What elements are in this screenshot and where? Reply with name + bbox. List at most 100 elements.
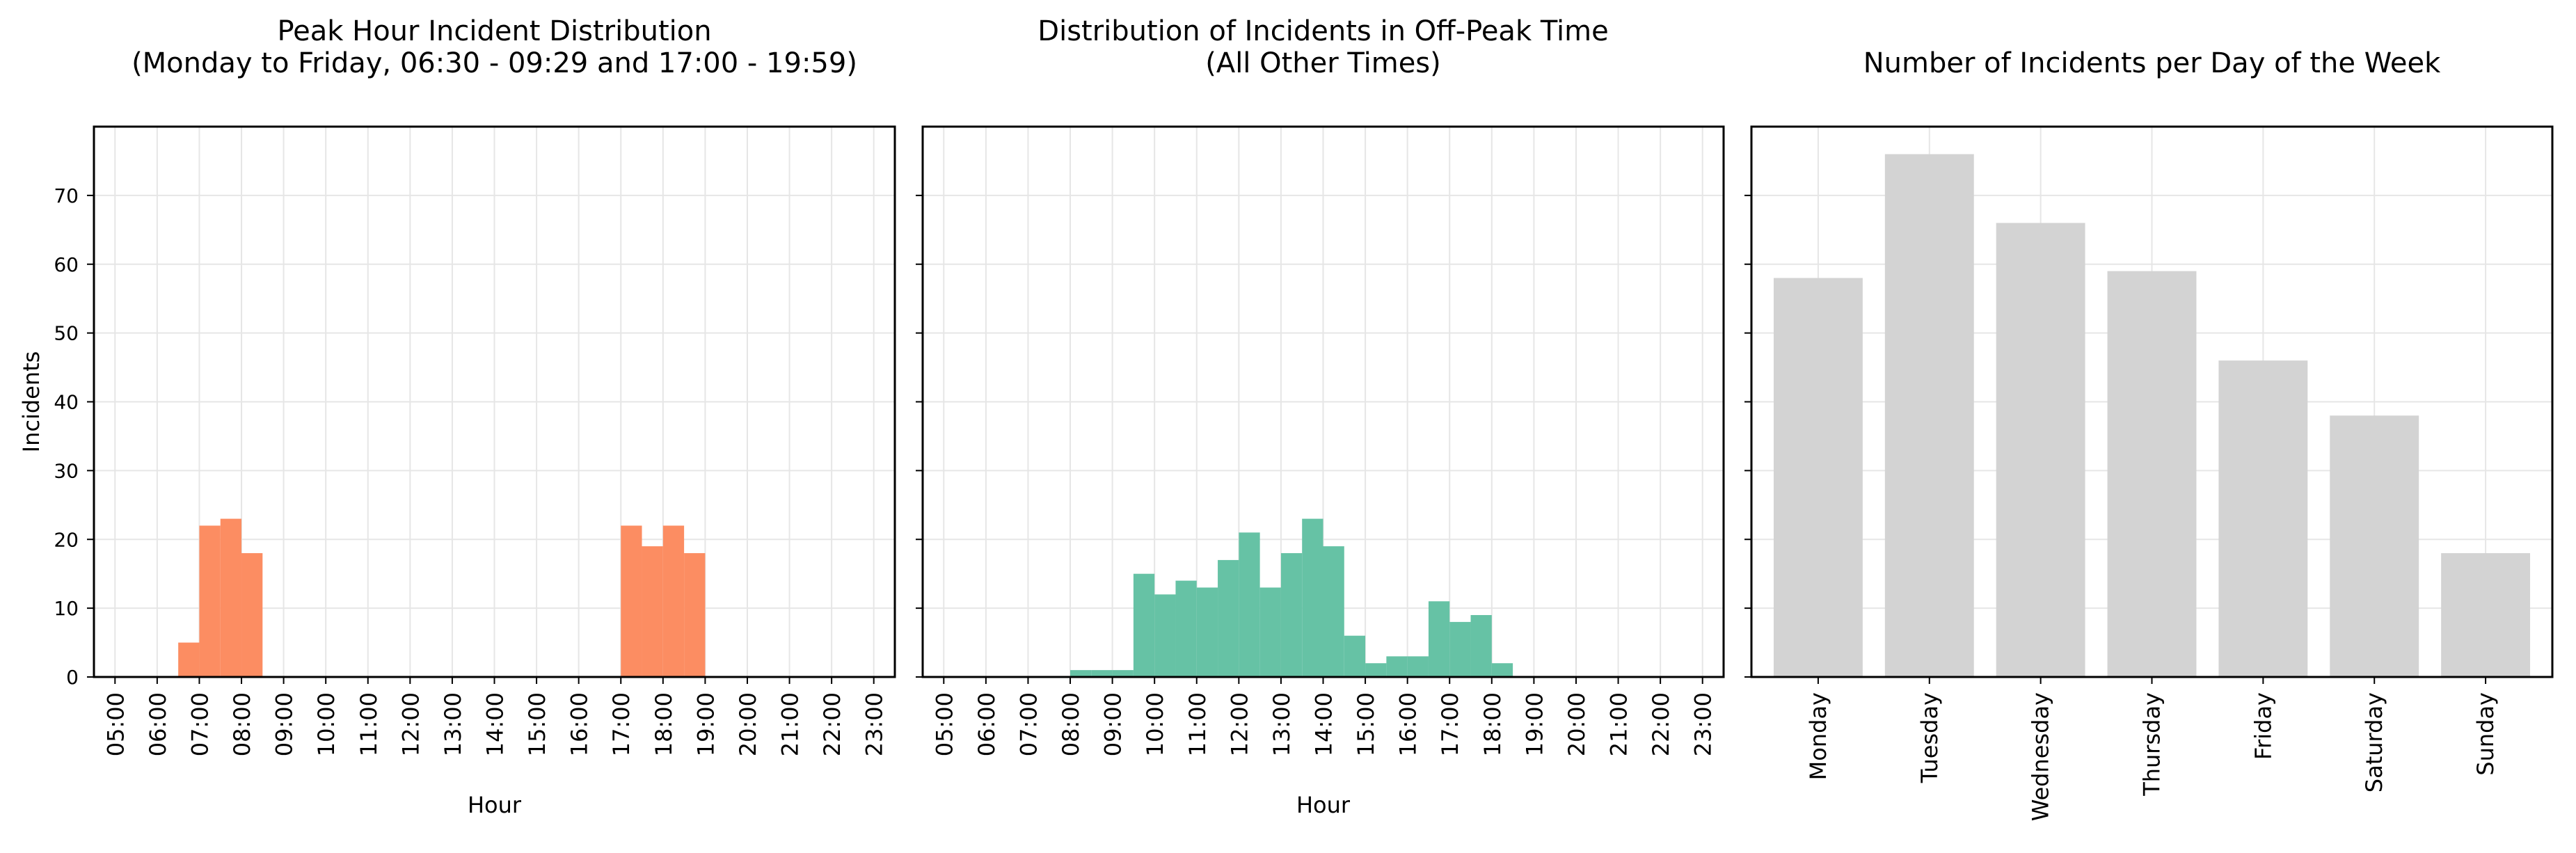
histogram-bar [1091, 670, 1113, 677]
y-tick-label: 10 [54, 597, 79, 620]
y-tick-label: 20 [54, 528, 79, 551]
x-axis-label: Hour [468, 792, 522, 818]
x-tick-label: 19:00 [692, 692, 719, 756]
histogram-bar [684, 553, 706, 677]
histogram-bar [1259, 587, 1281, 677]
x-tick-label: 23:00 [1690, 692, 1717, 756]
x-tick-label: 13:00 [440, 692, 466, 756]
bar-monday [1773, 278, 1863, 677]
x-tick-label: Saturday [2361, 692, 2387, 792]
histogram-bar [1280, 553, 1303, 677]
histogram-bar [1428, 601, 1450, 677]
bar-wednesday [1996, 223, 2085, 677]
y-tick-label: 0 [66, 666, 79, 689]
chart-title-line: (Monday to Friday, 06:30 - 09:29 and 17:… [132, 47, 857, 79]
x-tick-label: 07:00 [186, 692, 213, 756]
x-tick-label: 05:00 [931, 692, 957, 756]
x-tick-label: 17:00 [608, 692, 635, 756]
histogram-bar [199, 525, 221, 677]
histogram-bar [662, 525, 685, 677]
x-tick-label: 11:00 [1184, 692, 1211, 756]
histogram-bar [1175, 580, 1197, 677]
y-tick-label: 30 [54, 459, 79, 482]
histogram-bar [1491, 663, 1513, 677]
x-tick-label: 22:00 [819, 692, 845, 756]
x-tick-label: 08:00 [1058, 692, 1084, 756]
y-tick-label: 60 [54, 253, 79, 276]
x-tick-label: 16:00 [1395, 692, 1422, 756]
histogram-bar [1070, 670, 1092, 677]
x-tick-label: Monday [1805, 692, 1831, 780]
histogram-bar [1302, 518, 1323, 677]
x-tick-label: Tuesday [1916, 692, 1943, 783]
chart-title-line: Distribution of Incidents in Off-Peak Ti… [1037, 15, 1608, 47]
x-tick-label: 18:00 [1479, 692, 1506, 756]
histogram-bar [1133, 573, 1155, 677]
bar-friday [2218, 360, 2308, 677]
x-tick-label: 14:00 [1311, 692, 1337, 756]
histogram-bar [1365, 663, 1387, 677]
chart-title-line: Peak Hour Incident Distribution [277, 15, 711, 47]
histogram-bar [1218, 559, 1239, 677]
axes-frame [1750, 125, 2554, 678]
histogram-bar [1407, 656, 1429, 677]
bar-sunday [2441, 553, 2531, 677]
bar-saturday [2330, 415, 2419, 677]
histogram-bar [1323, 546, 1344, 677]
histogram-bar [1154, 594, 1176, 677]
x-tick-label: 17:00 [1437, 692, 1463, 756]
histogram-bar [1344, 635, 1366, 677]
x-tick-label: 15:00 [524, 692, 550, 756]
histogram-bar [1449, 621, 1471, 677]
histogram-bar [1196, 587, 1218, 677]
x-tick-label: 06:00 [973, 692, 1000, 756]
x-tick-label: 09:00 [1100, 692, 1127, 756]
x-tick-label: 21:00 [1606, 692, 1632, 756]
axes-frame [921, 125, 1725, 678]
x-tick-label: 12:00 [1226, 692, 1253, 756]
histogram-bar [1386, 656, 1408, 677]
x-tick-label: 06:00 [145, 692, 171, 756]
bar-thursday [2107, 271, 2197, 677]
subplot-3: Number of Incidents per Day of the Week M… [1744, 47, 2554, 821]
histogram-bar [241, 553, 263, 677]
x-tick-label: 13:00 [1269, 692, 1295, 756]
x-tick-label: 07:00 [1015, 692, 1042, 756]
histogram-bar [220, 518, 242, 677]
x-tick-label: 09:00 [271, 692, 298, 756]
bar-tuesday [1884, 154, 1974, 678]
x-tick-label: Wednesday [2028, 692, 2054, 821]
x-tick-label: 12:00 [397, 692, 424, 756]
y-tick-label: 50 [54, 322, 79, 345]
x-tick-label: Friday [2250, 692, 2276, 760]
chart-title-line: Number of Incidents per Day of the Week [1863, 47, 2441, 79]
x-tick-label: 14:00 [482, 692, 509, 756]
x-tick-label: Thursday [2139, 692, 2165, 797]
subplot-2: Distribution of Incidents in Off-Peak Ti… [916, 15, 1725, 818]
axes-frame [93, 125, 896, 678]
chart-title-line: (All Other Times) [1205, 47, 1441, 79]
histogram-bar [621, 525, 642, 677]
histogram-bar [1239, 532, 1260, 677]
y-tick-label: 70 [54, 184, 79, 207]
x-tick-label: 10:00 [1142, 692, 1168, 756]
x-axis-label: Hour [1296, 792, 1351, 818]
x-tick-label: 20:00 [735, 692, 761, 756]
x-tick-label: 05:00 [102, 692, 129, 756]
x-tick-label: 19:00 [1521, 692, 1548, 756]
x-tick-label: Sunday [2472, 692, 2499, 776]
x-tick-label: 15:00 [1353, 692, 1379, 756]
x-tick-label: 11:00 [356, 692, 382, 756]
histogram-bar [178, 642, 200, 677]
histogram-bar [1112, 670, 1134, 677]
histogram-bar [642, 546, 663, 677]
histogram-bar [1470, 615, 1492, 677]
x-tick-label: 20:00 [1564, 692, 1590, 756]
x-tick-label: 16:00 [566, 692, 593, 756]
y-tick-label: 40 [54, 391, 79, 414]
x-tick-label: 08:00 [229, 692, 255, 756]
x-tick-label: 18:00 [651, 692, 677, 756]
x-tick-label: 21:00 [777, 692, 804, 756]
x-tick-label: 22:00 [1648, 692, 1674, 756]
